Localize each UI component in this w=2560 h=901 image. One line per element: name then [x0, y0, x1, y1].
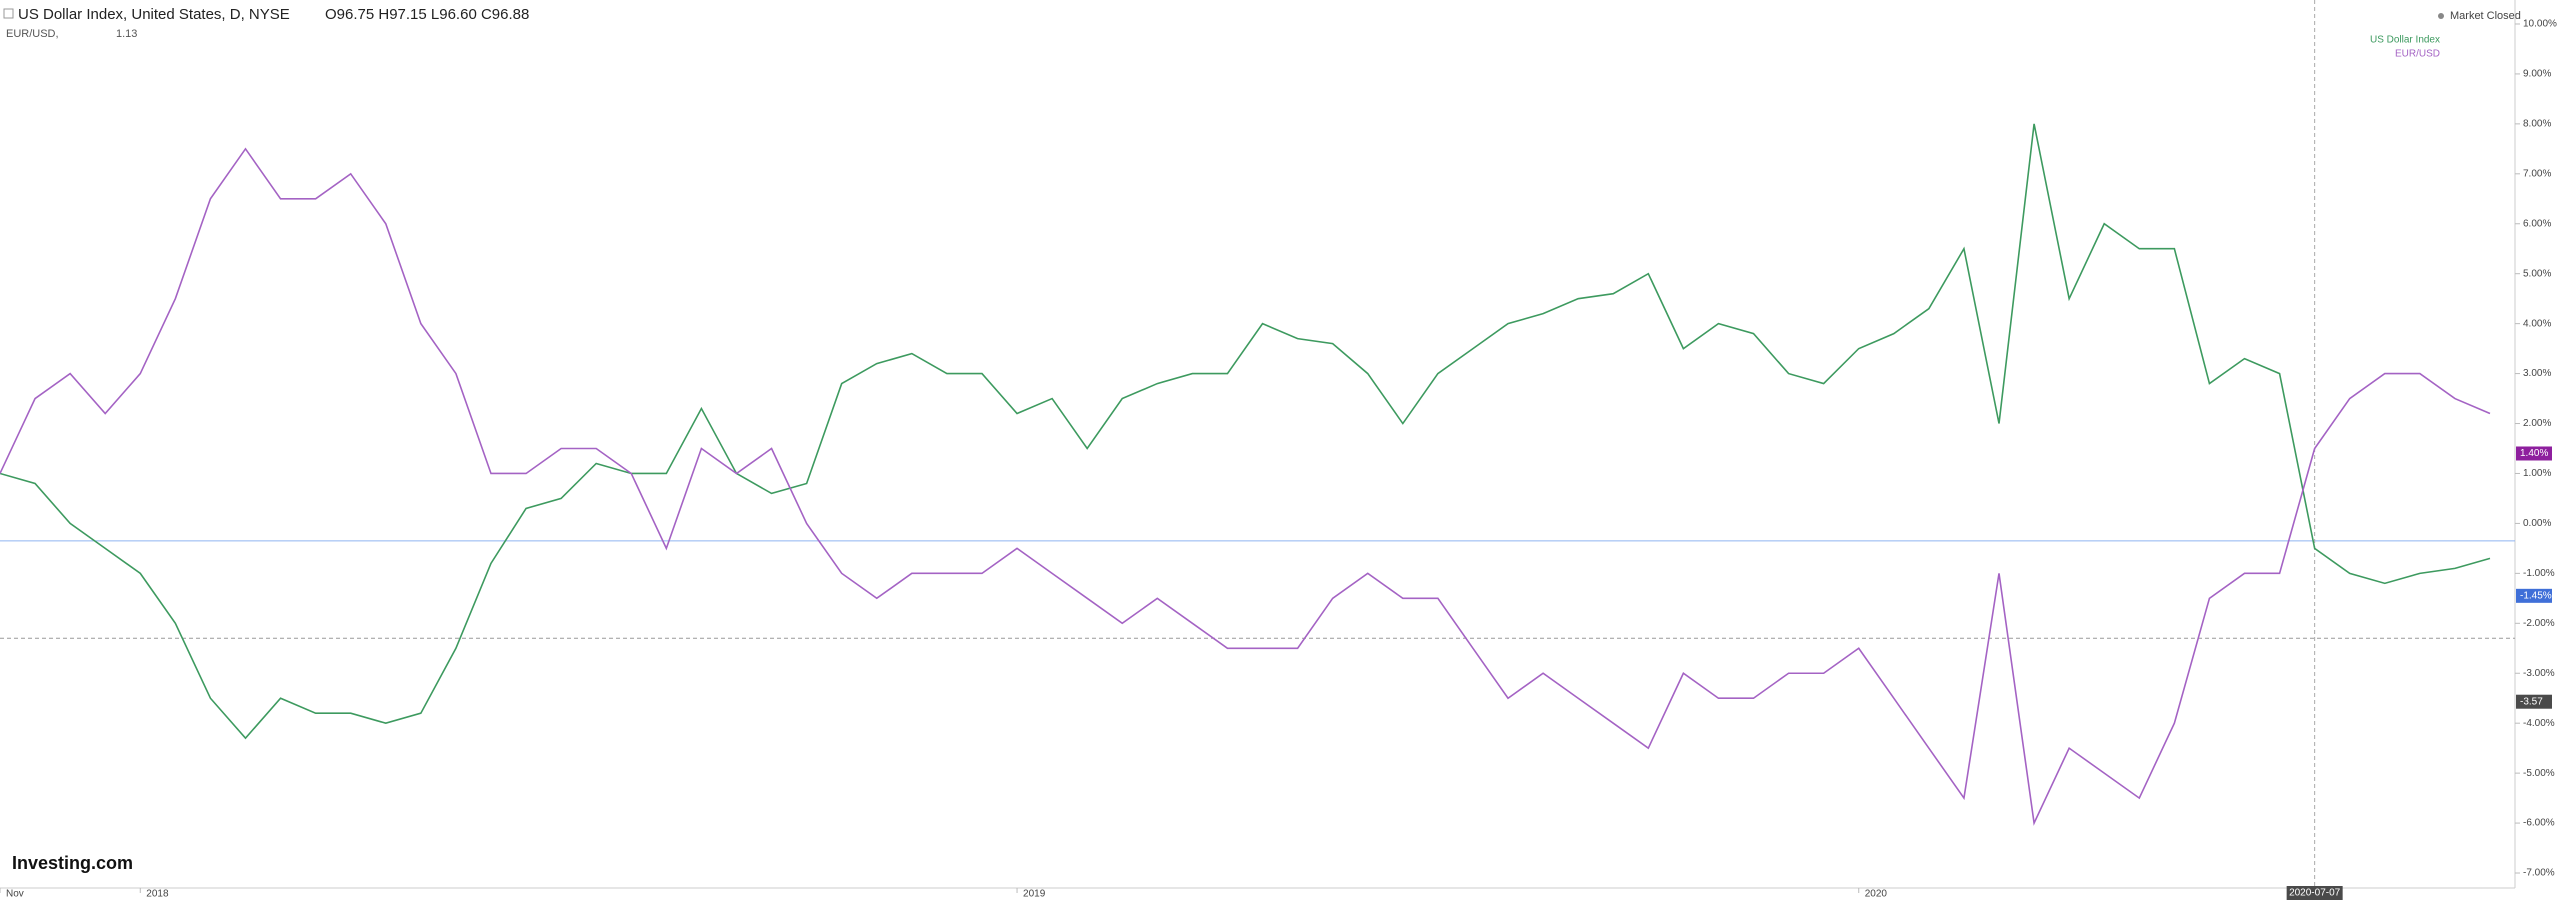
price-marker: [2516, 588, 2552, 603]
x-tick-label: 2020: [1865, 889, 1888, 900]
y-tick-label: -7.00%: [2523, 868, 2555, 879]
series-line: [0, 123, 2491, 740]
y-tick-label: 1.00%: [2523, 468, 2551, 479]
x-tick-label: 2019: [1023, 889, 1046, 900]
ohlc: O96.75 H97.15 L96.60 C96.88: [325, 6, 529, 23]
chart-title: US Dollar Index, United States, D, NYSE: [18, 6, 290, 23]
y-tick-label: -2.00%: [2523, 618, 2555, 629]
price-marker: [2516, 446, 2552, 461]
y-tick-label: 3.00%: [2523, 368, 2551, 379]
price-marker-label: -3.57: [2520, 696, 2543, 707]
logo: Investing.com: [12, 853, 133, 873]
y-tick-label: 5.00%: [2523, 268, 2551, 279]
subtitle-value: 1.13: [116, 28, 137, 40]
x-tick-label: Nov: [6, 889, 24, 900]
subtitle: EUR/USD,: [6, 28, 59, 40]
y-tick-label: -1.00%: [2523, 568, 2555, 579]
y-tick-label: 10.00%: [2523, 19, 2557, 30]
y-tick-label: 4.00%: [2523, 318, 2551, 329]
y-tick-label: -3.00%: [2523, 668, 2555, 679]
price-marker: [2516, 694, 2552, 709]
series-line: [0, 147, 2491, 826]
status-dot: [2438, 13, 2444, 19]
price-marker-label: 1.40%: [2520, 448, 2548, 459]
y-tick-label: 7.00%: [2523, 168, 2551, 179]
y-tick-label: -4.00%: [2523, 718, 2555, 729]
y-tick-label: 6.00%: [2523, 218, 2551, 229]
y-tick-label: 8.00%: [2523, 119, 2551, 130]
collapse-icon[interactable]: [3, 8, 14, 19]
y-tick-label: 0.00%: [2523, 518, 2551, 529]
crosshair-label-box: [2286, 886, 2343, 900]
price-marker-label: -1.45%: [2520, 590, 2552, 601]
legend-entry: EUR/USD: [2395, 49, 2440, 60]
y-tick-label: -5.00%: [2523, 768, 2555, 779]
y-tick-label: -6.00%: [2523, 818, 2555, 829]
x-tick-label: 2018: [146, 889, 169, 900]
crosshair-label: 2020-07-07: [2289, 888, 2341, 899]
status: Market Closed: [2450, 10, 2521, 22]
legend-entry: US Dollar Index: [2370, 35, 2440, 46]
y-tick-label: 9.00%: [2523, 69, 2551, 80]
y-tick-label: 2.00%: [2523, 418, 2551, 429]
